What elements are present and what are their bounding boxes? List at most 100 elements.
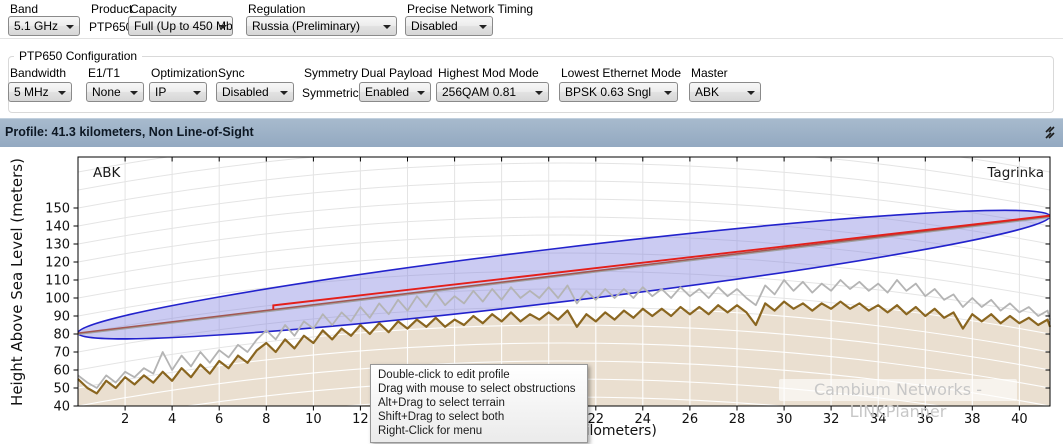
svg-text:100: 100 [45,292,70,307]
clutter-line [77,279,1051,389]
tooltip-line: Drag with mouse to select obstructions [378,383,576,395]
e1-t1-select[interactable]: None [86,82,144,102]
symmetry-value: Symmetric [302,86,359,100]
svg-text:38: 38 [964,412,981,427]
dropdown-arrow-icon [479,25,487,29]
svg-text:10: 10 [305,412,322,427]
collapse-chevron-icon[interactable] [1044,125,1056,141]
band-value: 5.1 GHz [14,19,59,33]
svg-text:30: 30 [776,412,793,427]
tooltip-line: Double-click to edit profile [378,369,510,381]
profile-header-bar[interactable]: Profile: 41.3 kilometers, Non Line-of-Si… [0,118,1063,147]
svg-text:110: 110 [45,274,70,289]
capacity-select[interactable]: Full (Up to 450 Mbps) [128,16,233,36]
svg-text:70: 70 [53,346,70,361]
svg-text:22: 22 [588,412,605,427]
svg-text:32: 32 [823,412,840,427]
lowest-ethernet-mode-label: Lowest Ethernet Mode [561,66,682,80]
svg-text:60: 60 [53,364,70,379]
highest-mod-mode-label: Highest Mod Mode [438,66,539,80]
capacity-label: Capacity [130,2,177,16]
master-select[interactable]: ABK [689,82,761,102]
dropdown-arrow-icon [193,91,201,95]
svg-text:40: 40 [1011,412,1028,427]
svg-text:34: 34 [870,412,887,427]
svg-text:26: 26 [682,412,699,427]
los-line [77,216,1051,336]
regulation-select[interactable]: Russia (Preliminary) [246,16,397,36]
tooltip-line: Alt+Drag to select terrain [378,397,505,409]
dropdown-arrow-icon [417,91,425,95]
chart-tooltip: Double-click to edit profile Drag with mo… [370,364,588,443]
dropdown-arrow-icon [130,91,138,95]
symmetry-label: Symmetry [304,66,358,80]
svg-text:36: 36 [917,412,934,427]
separator [0,38,1063,39]
svg-text:28: 28 [729,412,746,427]
tooltip-line: Shift+Drag to select both [378,411,505,423]
dropdown-arrow-icon [664,91,672,95]
highest-mod-mode-select[interactable]: 256QAM 0.81 [436,82,549,102]
svg-text:2: 2 [121,412,129,427]
dropdown-arrow-icon [383,25,391,29]
svg-text:120: 120 [45,256,70,271]
svg-text:6: 6 [215,412,223,427]
sync-label: Sync [218,66,245,80]
precise-network-timing-select[interactable]: Disabled [405,16,493,36]
right-site-label: Tagrinka [987,165,1044,181]
capacity-value: Full (Up to 450 Mbps) [134,19,233,33]
bandwidth-select[interactable]: 5 MHz [8,82,72,102]
dual-payload-select[interactable]: Enabled [359,82,431,102]
dropdown-arrow-icon [280,91,288,95]
product-label: Product [91,2,133,16]
svg-text:4: 4 [168,412,176,427]
band-select[interactable]: 5.1 GHz [8,16,80,36]
group-title: PTP650 Configuration [14,49,143,63]
obstructed-path-line [272,214,1051,310]
dropdown-arrow-icon [747,91,755,95]
svg-text:140: 140 [45,220,70,235]
product-value: PTP650 [89,20,133,34]
precise-network-timing-label: Precise Network Timing [407,2,534,16]
svg-text:150: 150 [45,202,70,217]
y-tick-labels: 40 50 60 70 80 90 100 110 120 130 140 150 [45,202,70,415]
dropdown-arrow-icon [58,91,66,95]
terrain-line [77,300,1052,395]
master-label: Master [691,66,728,80]
band-label: Band [10,2,39,16]
bandwidth-label: Bandwidth [10,66,67,80]
sync-select[interactable]: Disabled [216,82,294,102]
dual-payload-value: Enabled [365,85,410,99]
e1-t1-label: E1/T1 [88,66,121,80]
svg-text:40: 40 [53,400,70,415]
optimization-select[interactable]: IP [149,82,207,102]
highest-mod-mode-value: 256QAM 0.81 [442,85,517,99]
optimization-value: IP [155,85,167,99]
e1-t1-value: None [92,85,121,99]
tooltip-line: Right-Click for menu [378,425,483,437]
lowest-ethernet-mode-select[interactable]: BPSK 0.63 Sngl [559,82,678,102]
bandwidth-value: 5 MHz [14,85,49,99]
svg-text:24: 24 [635,412,652,427]
svg-text:130: 130 [45,238,70,253]
svg-text:50: 50 [53,382,70,397]
regulation-value: Russia (Preliminary) [252,19,361,33]
svg-text:80: 80 [53,328,70,343]
watermark: Cambium Networks - LINKPlanner [779,379,1017,421]
dual-payload-label: Dual Payload [361,66,433,80]
lowest-ethernet-mode-value: BPSK 0.63 Sngl [565,85,652,99]
svg-text:8: 8 [262,412,270,427]
regulation-label: Regulation [248,2,306,16]
optimization-label: Optimization [151,66,218,80]
y-axis-label: Height Above Sea Level (meters) [8,158,26,406]
master-value: ABK [695,85,720,99]
left-site-label: ABK [93,165,121,181]
profile-title: Profile: 41.3 kilometers, Non Line-of-Si… [5,125,254,139]
precise-network-timing-value: Disabled [411,19,458,33]
direct-path-line [77,215,1051,334]
dropdown-arrow-icon [219,25,227,29]
svg-text:12: 12 [352,412,369,427]
sync-value: Disabled [222,85,269,99]
dropdown-arrow-icon [535,91,543,95]
